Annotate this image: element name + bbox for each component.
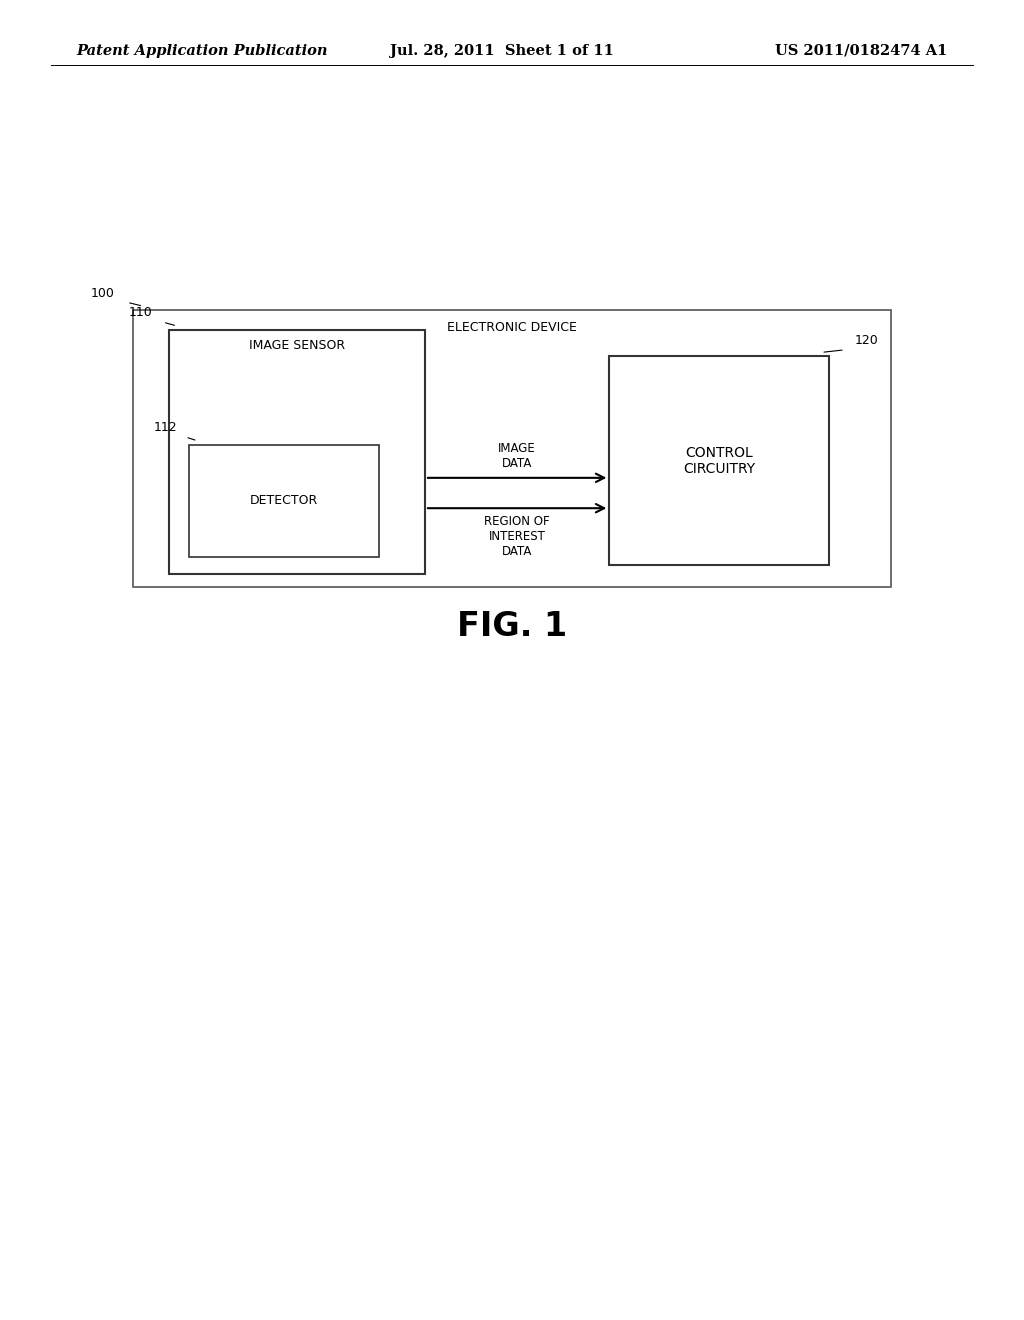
Text: DETECTOR: DETECTOR xyxy=(250,495,318,507)
Text: REGION OF
INTEREST
DATA: REGION OF INTEREST DATA xyxy=(484,515,550,558)
Text: 120: 120 xyxy=(855,334,879,347)
Text: Jul. 28, 2011  Sheet 1 of 11: Jul. 28, 2011 Sheet 1 of 11 xyxy=(390,44,613,58)
Text: 112: 112 xyxy=(154,421,177,434)
Text: 100: 100 xyxy=(91,286,115,300)
Text: IMAGE SENSOR: IMAGE SENSOR xyxy=(249,339,345,352)
Bar xyxy=(609,356,829,565)
Bar xyxy=(189,445,379,557)
Text: Patent Application Publication: Patent Application Publication xyxy=(77,44,329,58)
Text: IMAGE
DATA: IMAGE DATA xyxy=(499,442,536,470)
Bar xyxy=(133,310,891,587)
Text: FIG. 1: FIG. 1 xyxy=(457,610,567,644)
Text: US 2011/0182474 A1: US 2011/0182474 A1 xyxy=(775,44,947,58)
Text: 110: 110 xyxy=(129,306,153,319)
Text: ELECTRONIC DEVICE: ELECTRONIC DEVICE xyxy=(447,321,577,334)
Text: CONTROL
CIRCUITRY: CONTROL CIRCUITRY xyxy=(683,446,756,475)
Bar xyxy=(169,330,425,574)
